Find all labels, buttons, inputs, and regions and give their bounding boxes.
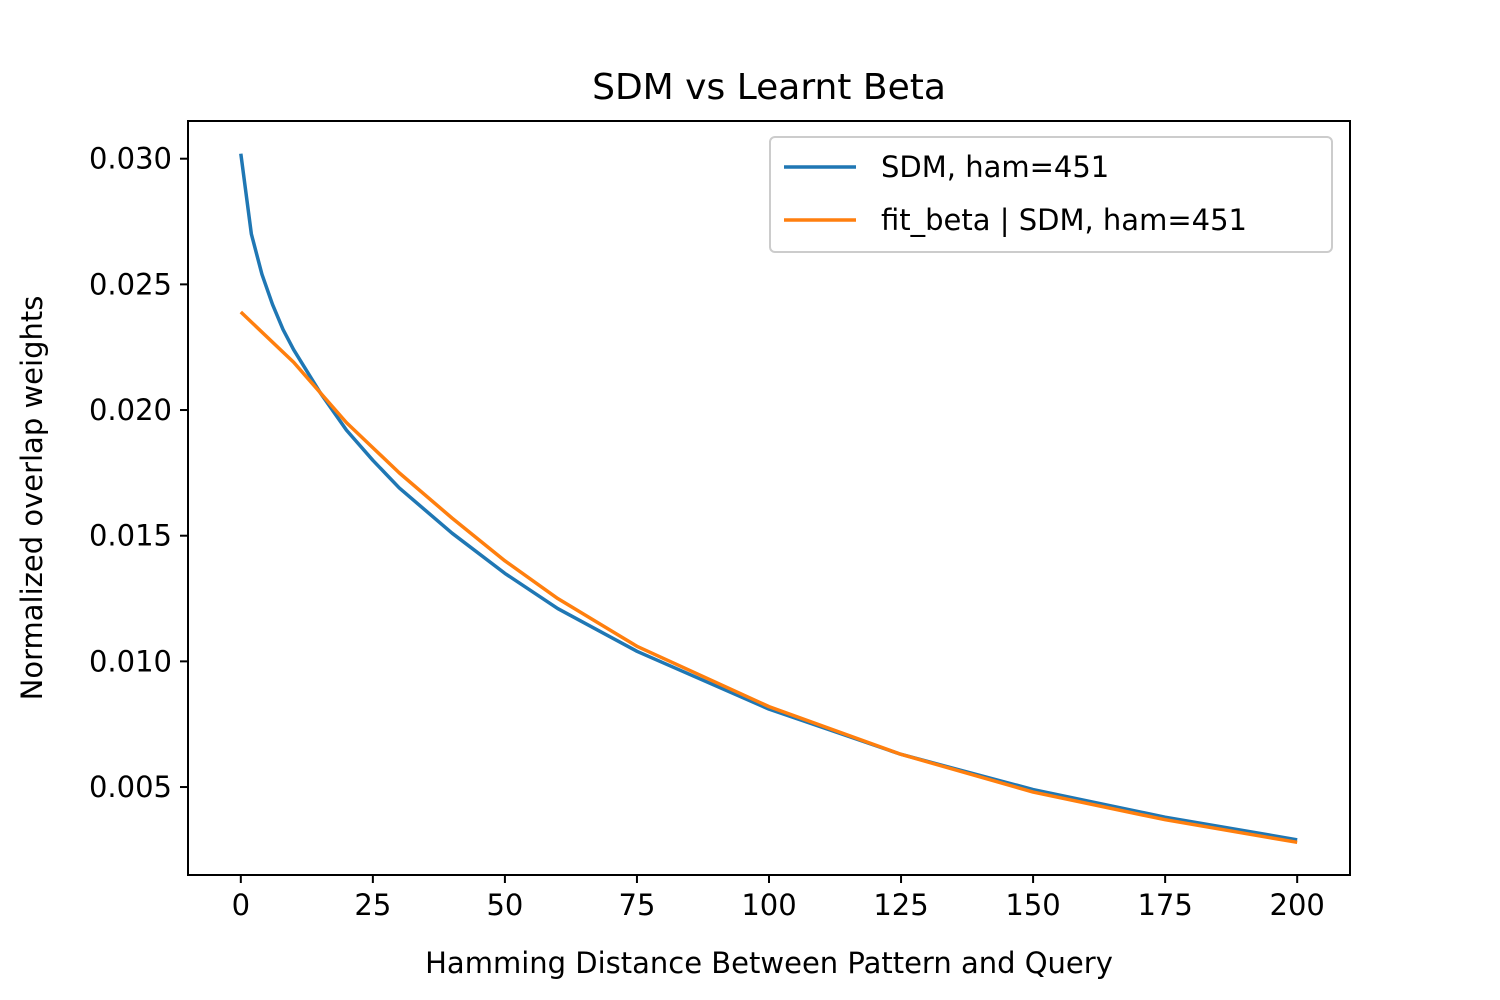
y-tick-label: 0.025 xyxy=(89,267,172,301)
legend-box xyxy=(769,136,1333,253)
plot-area: 0 25 50 75 100 125 150 175 200 0.005 0.010 0.015 0.0… xyxy=(89,120,1351,922)
x-axis-label: Hamming Distance Between Pattern and Que… xyxy=(425,946,1113,980)
x-tick-label: 75 xyxy=(619,888,656,922)
y-tick-label: 0.005 xyxy=(89,770,172,804)
y-tick-label: 0.015 xyxy=(89,519,172,553)
x-tick-label: 200 xyxy=(1270,888,1325,922)
series-line-1 xyxy=(239,153,1298,842)
legend: SDM, ham=451 fit_beta | SDM, ham=451 xyxy=(769,136,1333,253)
x-tick-label: 100 xyxy=(741,888,796,922)
x-tick-label: 0 xyxy=(232,888,250,922)
y-axis-label: Normalized overlap weights xyxy=(15,296,49,701)
x-tick-label: 25 xyxy=(354,888,391,922)
x-tick-label: 125 xyxy=(873,888,928,922)
x-tick-label: 150 xyxy=(1005,888,1060,922)
x-tick-label: 50 xyxy=(486,888,523,922)
legend-label-2: fit_beta | SDM, ham=451 xyxy=(881,203,1247,237)
y-tick-label: 0.020 xyxy=(89,393,172,427)
chart-title: SDM vs Learnt Beta xyxy=(592,67,946,108)
y-tick-label: 0.010 xyxy=(89,644,172,678)
series-line-2 xyxy=(239,310,1298,845)
x-tick-label: 175 xyxy=(1137,888,1192,922)
y-tick-label: 0.030 xyxy=(89,142,172,176)
legend-label-1: SDM, ham=451 xyxy=(881,150,1109,184)
